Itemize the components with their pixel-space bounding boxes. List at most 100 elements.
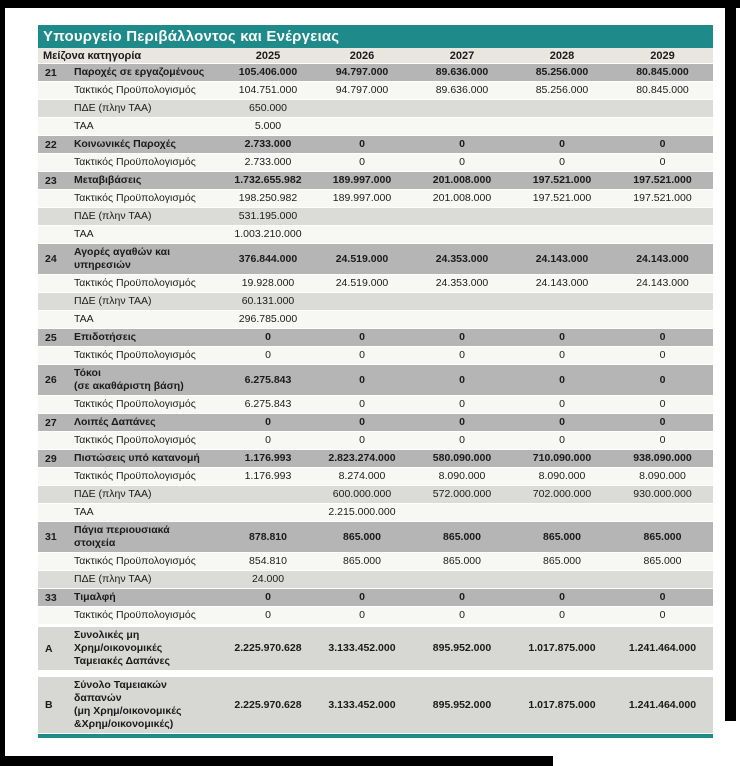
row-value	[412, 579, 512, 581]
row-value: 0	[659, 416, 666, 428]
table-row: 33 Τιμαλφή 0 0 0 0 0	[38, 589, 713, 607]
scan-border-bottom	[0, 756, 553, 766]
row-value: 8.274.000	[338, 470, 386, 482]
row-value: 197.521.000	[532, 174, 592, 186]
row-label: Τακτικός Προϋπολογισμός	[74, 555, 196, 567]
row-label: ΤΑΑ	[74, 228, 94, 240]
table-row: Β Σύνολο Ταμειακών δαπανών (μη Χρημ/οικον…	[38, 671, 713, 734]
row-value: 0	[559, 416, 565, 428]
row-value: 1.241.464.000	[628, 642, 697, 654]
row-label: Παροχές σε εργαζομένους	[74, 66, 205, 78]
table-row: Τακτικός Προϋπολογισμός 0 0 0 0 0	[38, 432, 713, 450]
row-code	[38, 283, 74, 285]
row-value: 24.143.000	[535, 252, 589, 265]
row-label: Τακτικός Προϋπολογισμός	[74, 398, 196, 410]
row-value: 197.521.000	[532, 192, 592, 204]
row-value: 2.225.970.628	[234, 642, 302, 654]
row-label: ΠΔΕ (πλην ΤΑΑ)	[74, 488, 152, 500]
row-label: Τόκοι (σε ακαθάριστη βάση)	[74, 367, 184, 392]
table-title: Υπουργείο Περιβάλλοντος και Ενέργειας	[38, 25, 713, 48]
row-value: 865.000	[643, 555, 682, 567]
row-value: 0	[265, 591, 271, 603]
row-value: 0	[459, 138, 465, 150]
table-row: ΤΑΑ 1.003.210.000	[38, 226, 713, 244]
row-label: ΤΑΑ	[74, 120, 94, 132]
row-value: 0	[459, 349, 465, 361]
row-value: 2.225.970.628	[234, 698, 302, 711]
row-value: 600.000.000	[332, 488, 392, 500]
table-row: 26 Τόκοι (σε ακαθάριστη βάση) 6.275.843 0 0 0…	[38, 365, 713, 396]
row-value: 104.751.000	[238, 84, 298, 96]
row-value: 24.000	[251, 573, 285, 585]
row-code	[38, 512, 74, 514]
row-value: 296.785.000	[238, 313, 298, 325]
row-value: 80.845.000	[636, 66, 689, 78]
row-value: 0	[659, 349, 666, 361]
table-row: Τακτικός Προϋπολογισμός 19.928.000 24.519.…	[38, 275, 713, 293]
row-value: 198.250.982	[238, 192, 298, 204]
row-value	[612, 301, 713, 303]
row-value: 24.353.000	[435, 277, 489, 289]
row-value	[612, 319, 713, 321]
row-label: Τακτικός Προϋπολογισμός	[74, 192, 196, 204]
row-value: 0	[559, 331, 565, 343]
row-value: 201.008.000	[432, 174, 492, 186]
row-value: 865.000	[543, 555, 581, 567]
row-value	[412, 234, 512, 236]
table-row: 21 Παροχές σε εργαζομένους 105.406.000 94.7…	[38, 64, 713, 82]
row-value	[312, 216, 412, 218]
row-label: ΤΑΑ	[74, 506, 94, 518]
row-value: 580.090.000	[432, 452, 492, 464]
table-row: ΤΑΑ 296.785.000	[38, 311, 713, 329]
row-label: Τακτικός Προϋπολογισμός	[74, 609, 196, 621]
row-value: 702.000.000	[532, 488, 592, 500]
row-value	[512, 108, 612, 110]
row-value: 80.845.000	[636, 84, 689, 96]
row-value: 0	[559, 609, 565, 621]
row-value: 105.406.000	[238, 66, 298, 78]
row-value: 24.519.000	[335, 277, 389, 289]
row-value: 1.176.993	[244, 452, 292, 464]
row-value: 24.519.000	[335, 252, 389, 265]
row-value	[312, 301, 412, 303]
row-code	[38, 476, 74, 478]
table-row: Τακτικός Προϋπολογισμός 104.751.000 94.797…	[38, 82, 713, 100]
row-value: 6.275.843	[244, 373, 292, 386]
table-header-row: Μείζονα κατηγορία 2025 2026 2027 2028 20…	[38, 48, 713, 64]
row-value	[224, 494, 312, 496]
row-code	[38, 404, 74, 406]
row-value: 94.797.000	[335, 84, 389, 96]
row-code: 26	[45, 374, 57, 386]
row-value: 19.928.000	[241, 277, 295, 289]
column-header-year-2029: 2029	[650, 49, 675, 62]
row-code: 25	[45, 331, 57, 344]
table-row: ΤΑΑ 5.000	[38, 118, 713, 136]
row-code: 27	[45, 416, 57, 429]
row-label: Τακτικός Προϋπολογισμός	[74, 156, 196, 168]
row-label: Αγορές αγαθών και υπηρεσιών	[74, 246, 170, 271]
row-value	[224, 512, 312, 514]
row-value: 89.636.000	[435, 84, 489, 96]
column-header-year-2028: 2028	[549, 49, 575, 62]
column-header-year-2025: 2025	[255, 49, 281, 62]
row-value: 376.844.000	[238, 252, 298, 265]
row-code: 21	[45, 66, 57, 79]
row-value: 865.000	[343, 555, 381, 567]
row-value: 0	[459, 591, 465, 603]
row-value: 0	[359, 138, 365, 150]
row-value	[512, 512, 612, 514]
row-value: 865.000	[443, 555, 481, 567]
row-code	[38, 216, 74, 218]
row-label: Πιστώσεις υπό κατανομή	[74, 452, 200, 464]
row-value: 189.997.000	[332, 174, 392, 186]
row-value: 201.008.000	[432, 192, 492, 204]
table-row: 29 Πιστώσεις υπό κατανομή 1.176.993 2.823.2…	[38, 450, 713, 468]
table-row: 31 Πάγια περιουσιακά στοιχεία 878.810 865.0…	[38, 522, 713, 553]
row-value: 0	[459, 609, 465, 621]
row-value: 531.195.000	[238, 210, 298, 222]
row-label: Τακτικός Προϋπολογισμός	[74, 470, 196, 482]
row-label: ΠΔΕ (πλην ΤΑΑ)	[74, 573, 152, 585]
table-row: ΤΑΑ 2.215.000.000	[38, 504, 713, 522]
row-value: 8.090.000	[538, 470, 586, 482]
